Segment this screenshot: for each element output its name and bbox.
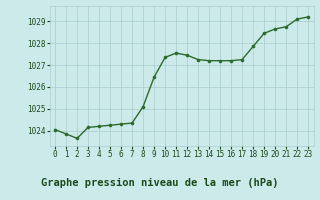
Text: Graphe pression niveau de la mer (hPa): Graphe pression niveau de la mer (hPa) <box>41 178 279 188</box>
